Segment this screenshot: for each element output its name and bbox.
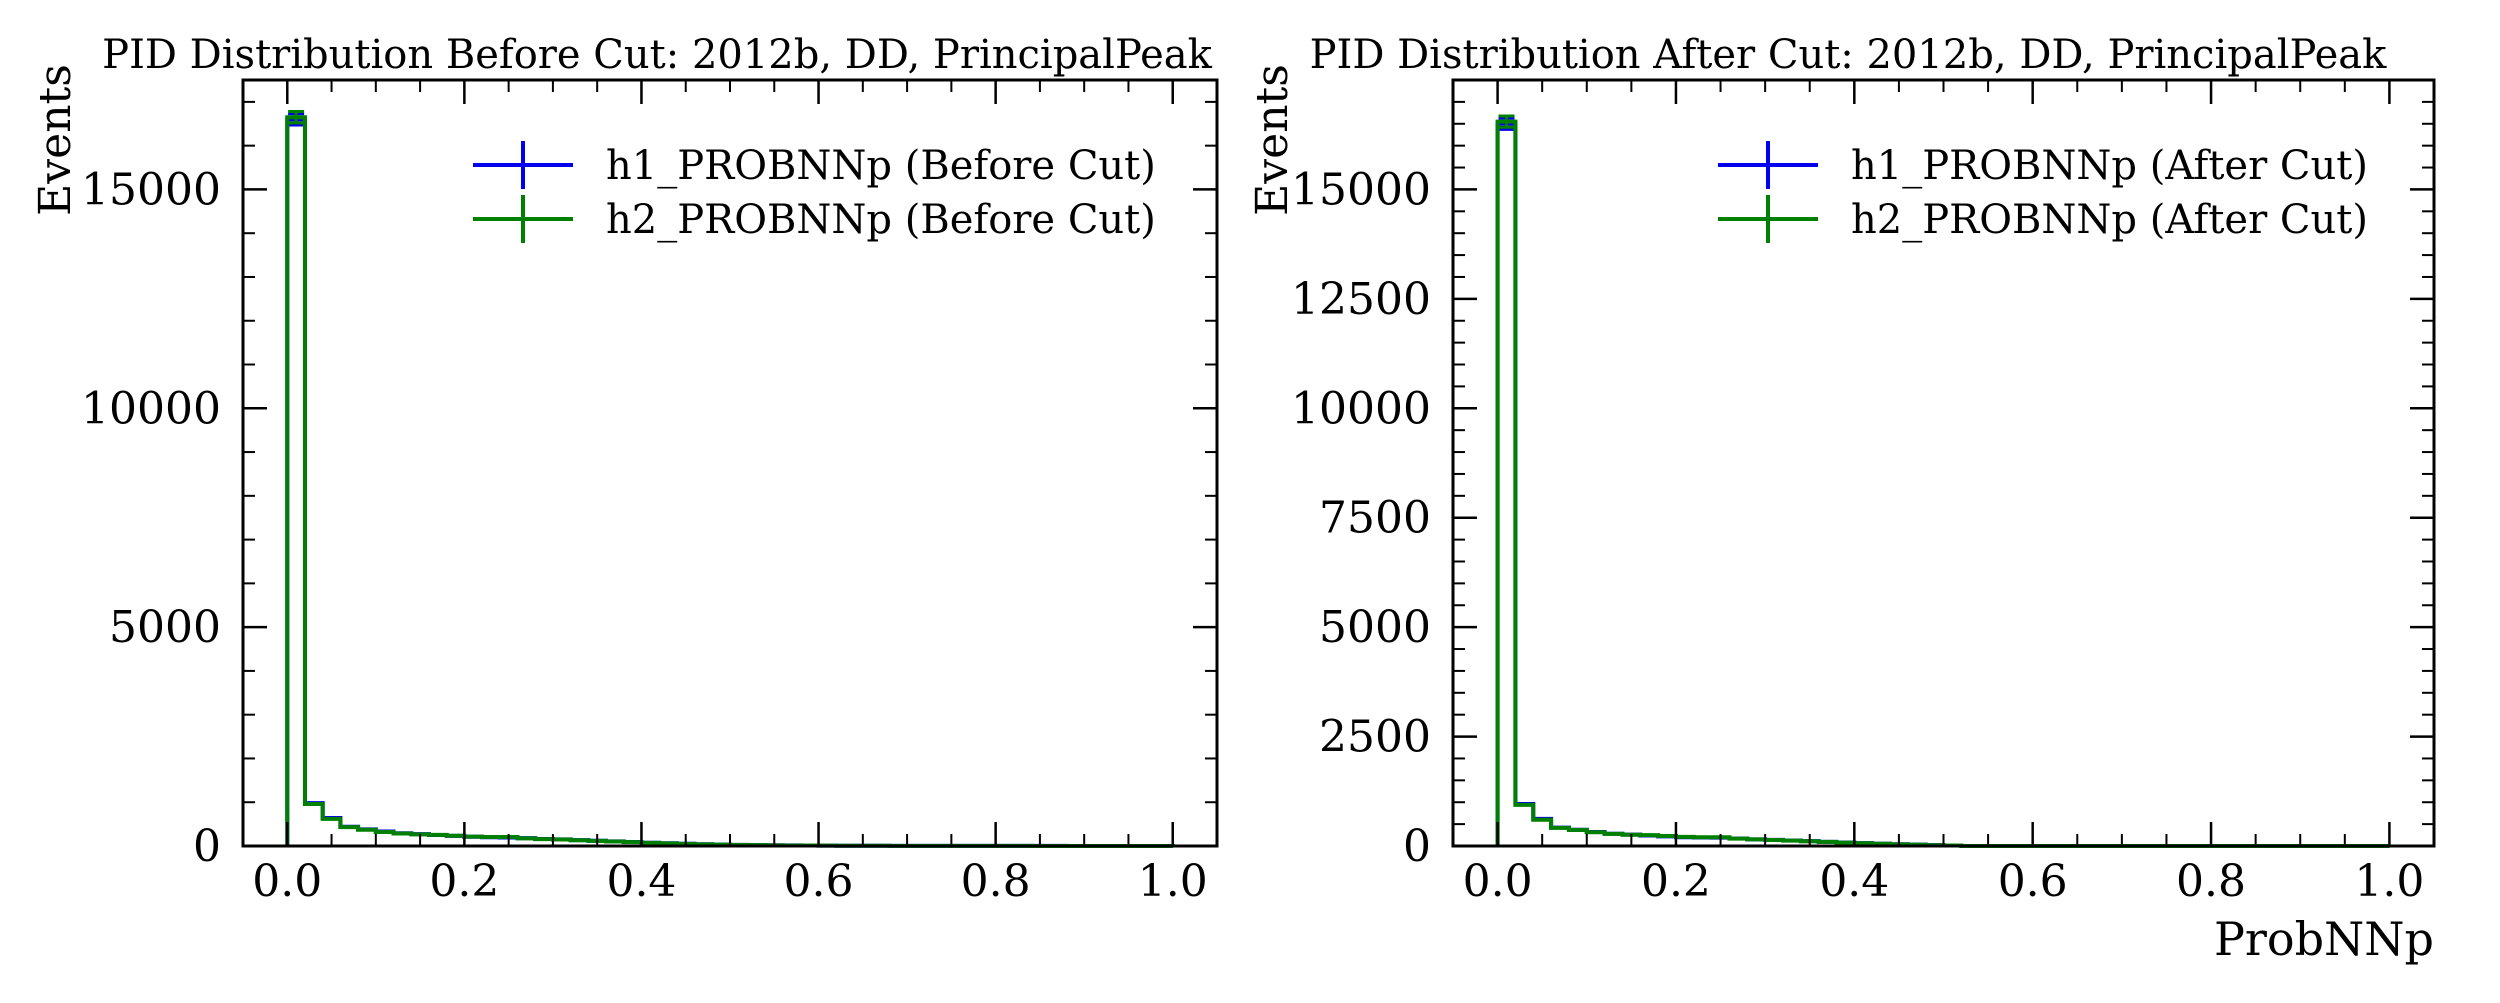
y-tick-label: 10000 — [81, 383, 221, 434]
x-tick-label: 0.8 — [2176, 856, 2246, 907]
x-tick-label: 0.6 — [1998, 856, 2068, 907]
right-panel-ylabel: Events — [1247, 64, 1298, 216]
x-tick-label: 0.4 — [1819, 856, 1889, 907]
y-tick-label: 5000 — [109, 602, 221, 653]
x-tick-label: 1.0 — [2354, 856, 2424, 907]
y-tick-label: 2500 — [1319, 712, 1431, 763]
x-tick-label: 0.0 — [1463, 856, 1533, 907]
plot-frame — [1451, 78, 2436, 848]
y-tick-label: 5000 — [1319, 602, 1431, 653]
y-tick-label: 0 — [1403, 821, 1431, 872]
right-panel: PID Distribution After Cut: 2012b, DD, P… — [1247, 32, 2436, 966]
legend-label-1: h1_PROBNNp (After Cut) — [1851, 143, 2368, 189]
y-tick-label: 15000 — [1291, 164, 1431, 215]
y-tick-label: 7500 — [1319, 493, 1431, 544]
left-panel-ylabel: Events — [30, 64, 81, 216]
x-tick-label: 0.2 — [1641, 856, 1711, 907]
legend-label-2: h2_PROBNNp (After Cut) — [1851, 197, 2368, 243]
right-legend: h1_PROBNNp (After Cut) h2_PROBNNp (After … — [1718, 141, 2368, 243]
y-tick-label: 15000 — [81, 164, 221, 215]
y-tick-label: 0 — [193, 821, 221, 872]
y-tick-label: 10000 — [1291, 383, 1431, 434]
x-tick-label: 0.2 — [429, 856, 499, 907]
left-plot-area: 0.0 0.2 0.4 0.6 0.8 1.0 0 5000 10000 15000 — [81, 78, 1219, 907]
plot-frame — [241, 78, 1219, 848]
x-tick-label: 0.4 — [606, 856, 676, 907]
right-panel-xlabel: ProbNNp — [2214, 912, 2434, 966]
left-panel: PID Distribution Before Cut: 2012b, DD, … — [30, 32, 1219, 907]
left-panel-title: PID Distribution Before Cut: 2012b, DD, … — [102, 32, 1212, 78]
left-legend: h1_PROBNNp (Before Cut) h2_PROBNNp (Befor… — [473, 141, 1156, 243]
x-tick-label: 0.0 — [252, 856, 322, 907]
y-tick-label: 12500 — [1291, 274, 1431, 325]
legend-label-1: h1_PROBNNp (Before Cut) — [606, 143, 1156, 189]
right-plot-area: 0.0 0.2 0.4 0.6 0.8 1.0 0 2500 5000 7500 10000 1250… — [1291, 78, 2436, 907]
x-tick-label: 0.6 — [784, 856, 854, 907]
legend-label-2: h2_PROBNNp (Before Cut) — [606, 197, 1156, 243]
right-panel-title: PID Distribution After Cut: 2012b, DD, P… — [1310, 32, 2388, 78]
x-tick-label: 1.0 — [1138, 856, 1208, 907]
x-tick-label: 0.8 — [961, 856, 1031, 907]
